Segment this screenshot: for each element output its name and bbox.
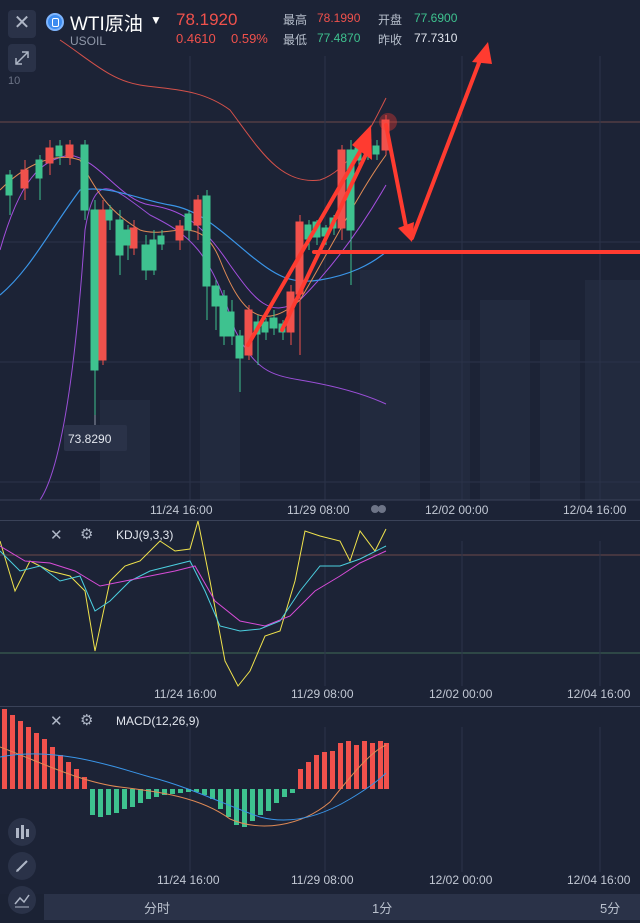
lower-band-line — [39, 188, 387, 501]
macd-title: MACD(12,26,9) — [116, 714, 200, 728]
kdj-chart — [0, 521, 640, 687]
left-scale-label: 10 — [8, 75, 21, 87]
main-chart-panel[interactable]: 73.8290 10 11/24 16:00 11/29 08:00 12/02… — [0, 0, 640, 520]
tab-5min[interactable]: 5分 — [600, 901, 621, 916]
expand-icon[interactable] — [8, 44, 36, 72]
close-icon[interactable]: ✕ — [8, 10, 36, 38]
quote-header: ✕ WTI原油 ▼ USOIL 78.1920 0.4610 0.59% 最高 … — [0, 0, 640, 56]
chevron-down-icon[interactable]: ▼ — [150, 13, 162, 27]
kdj-j-line — [0, 521, 387, 687]
price-change-pct: 0.59% — [231, 31, 268, 46]
ma-orange-line — [0, 154, 387, 317]
prev-close-label: 昨收 — [378, 33, 403, 47]
price-change: 0.4610 — [176, 31, 216, 46]
close-icon[interactable]: ✕ — [50, 527, 63, 544]
annotation-arrows — [246, 53, 640, 347]
background-skyline — [100, 270, 640, 500]
main-axis-label-3: 12/02 00:00 — [425, 503, 489, 517]
low-marker-box — [64, 425, 127, 451]
symbol-name[interactable]: WTI原油 — [70, 14, 143, 35]
main-axis-label-2: 11/29 08:00 — [287, 503, 350, 517]
indicator-icon[interactable] — [8, 818, 36, 846]
upper-band-line — [59, 39, 387, 181]
gear-icon[interactable]: ⚙ — [80, 712, 94, 729]
open-label: 开盘 — [378, 13, 403, 27]
macd-negative-bars — [90, 789, 295, 827]
low-label: 最低 — [283, 33, 308, 47]
macd-panel[interactable]: ✕ ⚙ MACD(12,26,9) — [0, 706, 640, 894]
timeframe-bar: 分时 1分 5分 — [44, 894, 640, 920]
macd-chart — [0, 709, 601, 872]
grid-lines — [0, 56, 640, 500]
pencil-icon[interactable] — [8, 852, 36, 880]
kdj-d-line — [0, 545, 387, 627]
last-price: 78.1920 — [176, 10, 238, 29]
kdj-axis-label-2: 11/29 08:00 — [291, 687, 354, 701]
gear-icon[interactable]: ⚙ — [80, 526, 94, 543]
last-price-glow — [379, 113, 397, 131]
macd-axis-label-2: 11/29 08:00 — [291, 873, 354, 887]
macd-axis-label-1: 11/24 16:00 — [157, 873, 220, 887]
scroll-dot-icon-2[interactable] — [378, 505, 386, 513]
kdj-title: KDJ(9,3,3) — [116, 528, 174, 542]
close-icon[interactable]: ✕ — [50, 713, 63, 730]
candlestick-chart[interactable] — [0, 0, 640, 520]
tab-timeline[interactable]: 分时 — [144, 901, 171, 916]
kdj-panel[interactable]: ✕ ⚙ KDJ(9,3,3) 11/24 16:00 11/29 08:00 1… — [0, 520, 640, 706]
kdj-axis-label-3: 12/02 00:00 — [429, 687, 493, 701]
tab-1min[interactable]: 1分 — [372, 901, 393, 916]
line-tool-icon[interactable] — [8, 886, 36, 914]
scroll-dot-icon[interactable] — [371, 505, 379, 513]
macd-positive-bars — [2, 709, 389, 789]
symbol-code: USOIL — [70, 34, 107, 48]
kdj-axis-label-4: 12/04 16:00 — [567, 687, 631, 701]
kdj-grid — [0, 541, 640, 686]
macd-axis-label-4: 12/04 16:00 — [567, 873, 631, 887]
low-value: 77.4870 — [317, 31, 361, 45]
macd-axis-label-3: 12/02 00:00 — [429, 873, 493, 887]
high-label: 最高 — [283, 13, 308, 27]
instrument-icon — [46, 13, 64, 31]
macd-dif-line — [0, 744, 387, 827]
main-axis-label-4: 12/04 16:00 — [563, 503, 627, 517]
kdj-axis-label-1: 11/24 16:00 — [154, 687, 217, 701]
main-axis-label-1: 11/24 16:00 — [150, 503, 213, 517]
arrowheads — [352, 42, 492, 242]
macd-dea-line — [0, 753, 387, 821]
kdj-k-line — [0, 545, 387, 632]
low-marker-value: 73.8290 — [68, 432, 112, 446]
prev-close-value: 77.7310 — [414, 31, 458, 45]
high-value: 78.1990 — [317, 11, 361, 25]
open-value: 77.6900 — [414, 11, 458, 25]
